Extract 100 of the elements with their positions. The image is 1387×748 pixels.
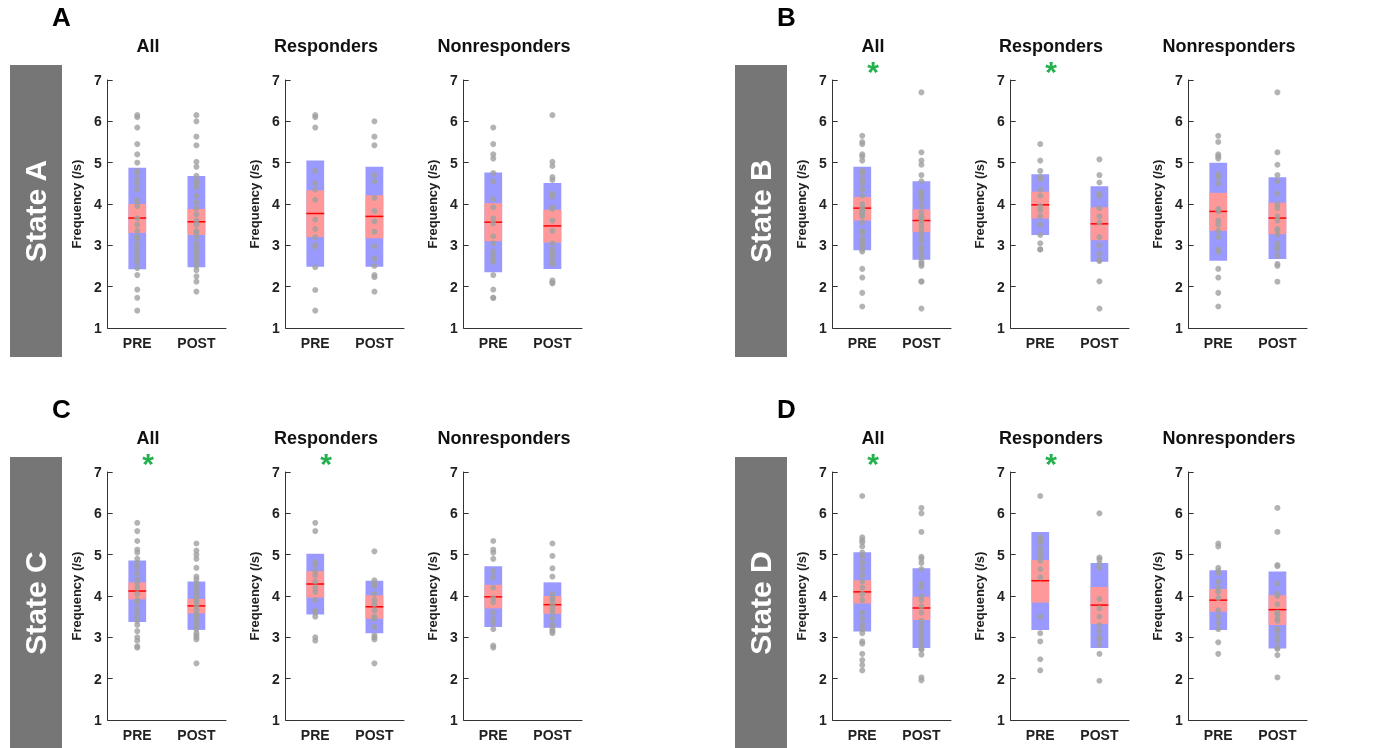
y-tick-label: 7 [93,72,102,88]
x-tick-label: PRE [1203,727,1233,743]
y-tick-label: 6 [1174,505,1183,522]
y-axis-title: Frequency (/s) [247,551,262,641]
chart-title: Responders [998,428,1104,448]
y-tick-label: 3 [449,629,458,646]
annotation: * [320,446,333,480]
y-tick-label: 5 [449,154,458,171]
y-axis-title: Frequency (/s) [425,159,440,249]
y-tick-label: 5 [818,154,827,171]
y-tick-label: 3 [271,629,280,646]
x-tick-label: PRE [122,727,152,743]
y-tick-label: 4 [818,196,827,212]
y-tick-label: 2 [271,670,280,687]
x-tick-label: PRE [847,727,877,743]
x-tick-label: POST [1080,335,1119,351]
y-axis-title: Frequency (/s) [972,159,987,249]
y-tick-label: 6 [271,113,280,130]
annotation: * [142,446,155,480]
y-tick-label: 5 [271,546,280,563]
text: State D [744,551,778,655]
x-tick-label: POST [1258,727,1297,743]
y-tick-label: 3 [996,629,1005,646]
y-tick-label: 2 [818,278,827,295]
y-axis-title: Frequency (/s) [69,159,84,249]
y-tick-label: 3 [93,629,102,646]
y-tick-label: 4 [1174,196,1183,212]
y-tick-label: 7 [996,72,1005,88]
y-tick-label: 1 [818,712,827,728]
y-tick-label: 6 [1174,113,1183,130]
y-tick-label: 7 [1174,72,1183,88]
y-axis-title: Frequency (/s) [1150,159,1165,249]
annotation: * [1045,54,1058,88]
y-tick-label: 7 [818,72,827,88]
y-tick-label: 2 [996,278,1005,295]
y-tick-label: 3 [818,629,827,646]
y-tick-label: 4 [449,196,458,212]
y-tick-label: 6 [93,113,102,130]
x-tick-label: POST [533,727,572,743]
x-tick-label: POST [177,727,216,743]
y-tick-label: 6 [996,113,1005,130]
y-tick-label: 5 [271,154,280,171]
y-tick-label: 2 [449,278,458,295]
y-tick-label: 5 [996,546,1005,563]
y-tick-label: 5 [818,546,827,563]
y-tick-label: 5 [93,154,102,171]
chart-title: Responders [998,36,1104,56]
x-tick-label: PRE [478,727,508,743]
y-tick-label: 4 [1174,588,1183,604]
y-tick-label: 2 [271,278,280,295]
y-tick-label: 5 [996,154,1005,171]
y-tick-label: 5 [449,546,458,563]
y-tick-label: 1 [93,320,102,336]
y-tick-label: 6 [271,505,280,522]
chart-title: Nonresponders [437,36,571,56]
chart-title: Nonresponders [1162,428,1296,448]
annotation: * [867,54,880,88]
y-tick-label: 6 [818,505,827,522]
annotation: * [1045,446,1058,480]
y-axis-title: Frequency (/s) [1150,551,1165,641]
y-tick-label: 7 [271,464,280,480]
chart-title: All [136,36,160,56]
y-axis-title: Frequency (/s) [425,551,440,641]
x-tick-label: POST [902,335,941,351]
y-tick-label: 2 [449,670,458,687]
y-tick-label: 7 [449,464,458,480]
y-axis-title: Frequency (/s) [247,159,262,249]
x-tick-label: PRE [847,335,877,351]
y-tick-label: 4 [818,588,827,604]
chart-title: All [136,428,160,448]
x-tick-label: PRE [122,335,152,351]
x-tick-label: POST [177,335,216,351]
y-tick-label: 1 [996,712,1005,728]
chart-title: Nonresponders [1162,36,1296,56]
y-tick-label: 7 [449,72,458,88]
chart-title: Nonresponders [437,428,571,448]
text: B [777,2,796,33]
y-tick-label: 4 [449,588,458,604]
y-tick-label: 3 [1174,237,1183,254]
x-tick-label: POST [1080,727,1119,743]
x-tick-label: PRE [1025,727,1055,743]
y-tick-label: 6 [449,113,458,130]
y-tick-label: 4 [271,588,280,604]
y-tick-label: 7 [996,464,1005,480]
y-tick-label: 3 [271,237,280,254]
x-tick-label: POST [355,727,394,743]
x-tick-label: POST [1258,335,1297,351]
y-tick-label: 5 [93,546,102,563]
y-tick-label: 2 [93,278,102,295]
y-tick-label: 3 [1174,629,1183,646]
y-axis-title: Frequency (/s) [794,551,809,641]
y-tick-label: 5 [1174,546,1183,563]
y-tick-label: 3 [93,237,102,254]
y-tick-label: 1 [996,320,1005,336]
x-tick-label: POST [533,335,572,351]
y-tick-label: 4 [271,196,280,212]
x-tick-label: PRE [300,335,330,351]
chart-title: All [861,428,885,448]
y-tick-label: 6 [449,505,458,522]
chart-title: All [861,36,885,56]
